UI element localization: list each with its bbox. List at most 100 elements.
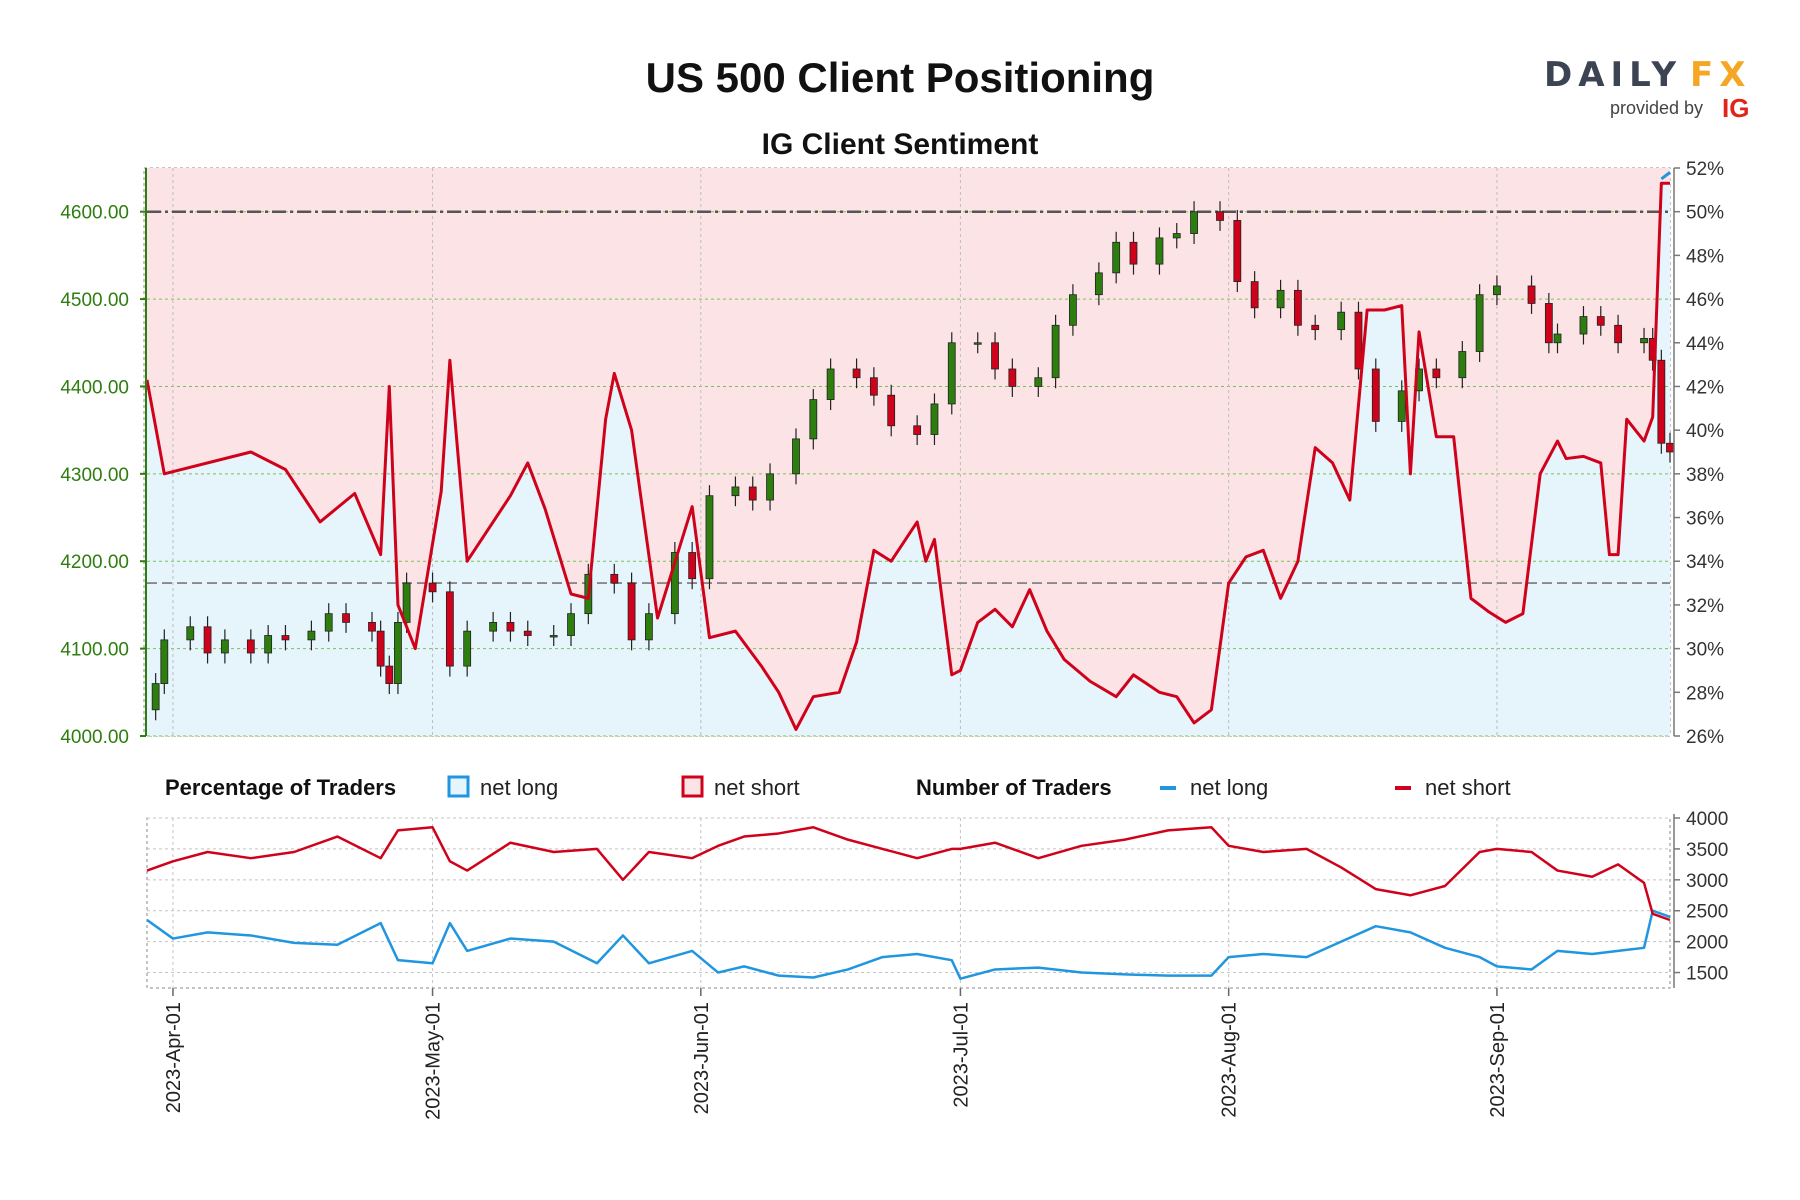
candle-body: [1432, 368, 1441, 379]
candle-body: [220, 639, 229, 654]
candle-body: [1233, 220, 1242, 283]
price-axis: 4000.00 4100.00 4200.00 4300.00 4400.00 4500.…: [60, 168, 147, 748]
candle-body: [610, 573, 619, 584]
price-tick-label: 4100.00: [60, 640, 129, 661]
net-long-area: [147, 183, 1670, 737]
candle-body: [731, 486, 740, 497]
price-tick-label: 4600.00: [60, 203, 129, 224]
candle-body: [973, 342, 982, 345]
candle-body: [705, 495, 714, 580]
legend-pct-long-swatch: [447, 775, 470, 798]
candle-body: [809, 399, 818, 440]
traders-tick-label: 2000: [1686, 933, 1728, 954]
candle-body: [1094, 272, 1103, 296]
reference-lines: [147, 210, 1670, 584]
traders-tick-label: 3000: [1686, 871, 1728, 892]
candle-body: [1354, 311, 1363, 370]
traders-net-long-line: [146, 909, 1671, 980]
candle-body: [1371, 368, 1380, 422]
traders-net-short-line: [146, 826, 1671, 922]
price-tick-label: 4000.00: [60, 727, 129, 748]
percent-tick-label: 50%: [1686, 203, 1724, 224]
legend-num-long: net long: [1190, 775, 1268, 800]
traders-tick-label: 4000: [1686, 809, 1728, 830]
candle-body: [1051, 324, 1060, 379]
candle-body: [307, 630, 316, 641]
percent-tick-label: 36%: [1686, 509, 1724, 530]
chart-subtitle: IG Client Sentiment: [762, 128, 1039, 161]
candle-body: [1657, 359, 1666, 444]
candle-body: [826, 368, 835, 400]
candle-body: [1112, 241, 1121, 274]
candle-body: [1397, 390, 1406, 422]
candle-body: [1172, 233, 1181, 239]
candle-body: [1216, 211, 1224, 221]
logo-ig: IG: [1722, 93, 1749, 123]
traders-lines: [146, 826, 1671, 980]
legend: Percentage of Traders net long net short…: [165, 775, 1511, 800]
date-tick-label: 2023-Apr-01: [163, 1002, 185, 1113]
candle-body: [1250, 281, 1259, 309]
legend-num-heading: Number of Traders: [916, 775, 1112, 800]
candle-body: [1527, 285, 1536, 304]
candle-body: [1276, 289, 1285, 309]
candle-body: [1190, 211, 1198, 234]
traders-tick-label: 2500: [1686, 902, 1728, 923]
price-tick-label: 4300.00: [60, 465, 129, 486]
candle-body: [368, 622, 376, 632]
candle-body: [1553, 333, 1562, 344]
pct-net-short-line: [145, 181, 1670, 731]
candle-body: [1069, 294, 1077, 326]
candle-body: [203, 626, 212, 654]
candle-body: [160, 639, 169, 684]
percent-tick-label: 32%: [1686, 596, 1724, 617]
candle-body: [324, 613, 333, 632]
candle-body: [1034, 377, 1043, 387]
candle-body: [1337, 311, 1346, 331]
percent-tick-label: 40%: [1686, 421, 1724, 442]
percent-tick-label: 42%: [1686, 377, 1724, 398]
candle-body: [489, 622, 498, 632]
date-axis: 2023-Apr-01 2023-May-01 2023-Jun-01 2023-Ju…: [163, 988, 1509, 1120]
candle-body: [151, 683, 160, 711]
candle-body: [1579, 316, 1588, 335]
candle-body: [913, 425, 922, 435]
candle-body: [644, 613, 653, 641]
candle-body: [991, 342, 999, 370]
candle-body: [281, 635, 290, 641]
candle-body: [549, 635, 558, 638]
legend-num-short: net short: [1425, 775, 1511, 800]
candle-body: [1544, 303, 1553, 344]
traders-count-panel: 1500 2000 2500 3000 3500 4000: [146, 809, 1728, 989]
date-tick-label: 2023-May-01: [423, 1002, 445, 1120]
candle-body: [1458, 351, 1467, 379]
candle-body: [394, 622, 402, 684]
candle-body: [670, 552, 679, 615]
date-tick-label: 2023-Jun-01: [691, 1002, 713, 1114]
candle-body: [506, 622, 515, 632]
date-tick-label: 2023-Aug-01: [1219, 1002, 1241, 1118]
percent-axis: 26% 28% 30% 32% 34% 36% 38% 40% 42% 44% 46% 48% 50% 5…: [1673, 159, 1724, 748]
candle-body: [766, 473, 774, 501]
candle-body: [445, 591, 454, 667]
candle-body: [887, 394, 896, 427]
percent-tick-label: 38%: [1686, 465, 1724, 486]
candle-body: [627, 582, 636, 641]
percent-tick-label: 48%: [1686, 246, 1724, 267]
pct-net-long-line: [1660, 171, 1671, 181]
traders-tick-label: 3500: [1686, 840, 1728, 861]
logo-brand-right: FX: [1690, 55, 1751, 95]
candle-body: [1666, 442, 1674, 453]
traders-tick-label: 1500: [1686, 964, 1728, 985]
candle-body: [1008, 368, 1017, 387]
percent-tick-label: 28%: [1686, 683, 1724, 704]
candle-body: [1294, 289, 1302, 326]
legend-pct-short: net short: [714, 775, 800, 800]
price-tick-label: 4500.00: [60, 290, 129, 311]
candle-body: [792, 438, 800, 475]
candle-body: [1311, 324, 1320, 331]
candle-body: [428, 582, 437, 593]
candle-body: [402, 582, 411, 623]
candle-body: [385, 665, 394, 684]
candle-body: [264, 635, 273, 654]
